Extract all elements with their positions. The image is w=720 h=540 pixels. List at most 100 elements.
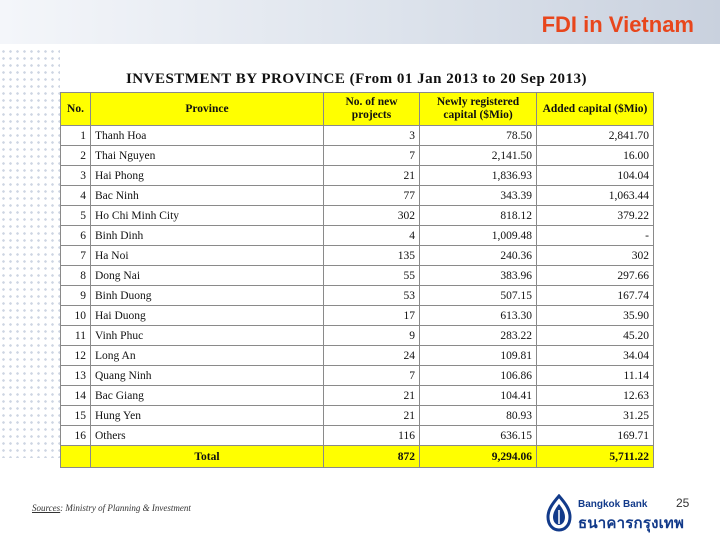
header-province: Province bbox=[90, 92, 324, 126]
cell-projects: 7 bbox=[323, 365, 420, 386]
total-projects: 872 bbox=[323, 445, 420, 468]
cell-province: Quang Ninh bbox=[90, 365, 324, 386]
cell-province: Hai Duong bbox=[90, 305, 324, 326]
table-row: 11 Vinh Phuc 9 283.22 45.20 bbox=[60, 325, 654, 346]
cell-projects: 302 bbox=[323, 205, 420, 226]
cell-no: 8 bbox=[60, 265, 91, 286]
cell-no: 3 bbox=[60, 165, 91, 186]
table-row: 1 Thanh Hoa 3 78.50 2,841.70 bbox=[60, 125, 654, 146]
cell-projects: 77 bbox=[323, 185, 420, 206]
cell-registered: 106.86 bbox=[419, 365, 537, 386]
table-row: 8 Dong Nai 55 383.96 297.66 bbox=[60, 265, 654, 286]
cell-registered: 104.41 bbox=[419, 385, 537, 406]
table-row: 14 Bac Giang 21 104.41 12.63 bbox=[60, 385, 654, 406]
cell-no: 13 bbox=[60, 365, 91, 386]
header-no: No. bbox=[60, 92, 91, 126]
cell-registered: 109.81 bbox=[419, 345, 537, 366]
total-blank-cell bbox=[60, 445, 91, 468]
table-row: 5 Ho Chi Minh City 302 818.12 379.22 bbox=[60, 205, 654, 226]
cell-province: Bac Giang bbox=[90, 385, 324, 406]
cell-no: 12 bbox=[60, 345, 91, 366]
cell-province: Bac Ninh bbox=[90, 185, 324, 206]
cell-province: Dong Nai bbox=[90, 265, 324, 286]
page-number: 25 bbox=[676, 496, 690, 510]
cell-added: 45.20 bbox=[536, 325, 654, 346]
cell-added: 34.04 bbox=[536, 345, 654, 366]
cell-added: 16.00 bbox=[536, 145, 654, 166]
total-registered: 9,294.06 bbox=[419, 445, 537, 468]
cell-registered: 283.22 bbox=[419, 325, 537, 346]
cell-province: Ha Noi bbox=[90, 245, 324, 266]
cell-projects: 7 bbox=[323, 145, 420, 166]
cell-added: 1,063.44 bbox=[536, 185, 654, 206]
cell-projects: 21 bbox=[323, 165, 420, 186]
cell-registered: 507.15 bbox=[419, 285, 537, 306]
table-row: 6 Binh Dinh 4 1,009.48- bbox=[60, 225, 654, 246]
cell-no: 14 bbox=[60, 385, 91, 406]
cell-registered: 240.36 bbox=[419, 245, 537, 266]
cell-no: 9 bbox=[60, 285, 91, 306]
cell-registered: 343.39 bbox=[419, 185, 537, 206]
cell-added: 104.04 bbox=[536, 165, 654, 186]
cell-registered: 383.96 bbox=[419, 265, 537, 286]
cell-no: 11 bbox=[60, 325, 91, 346]
cell-no: 10 bbox=[60, 305, 91, 326]
cell-projects: 55 bbox=[323, 265, 420, 286]
table-row: 15 Hung Yen 21 80.93 31.25 bbox=[60, 405, 654, 426]
cell-province: Binh Dinh bbox=[90, 225, 324, 246]
cell-added: - bbox=[536, 225, 654, 246]
decorative-dot-pattern bbox=[0, 48, 60, 458]
table-row: 4 Bac Ninh 77 343.39 1,063.44 bbox=[60, 185, 654, 206]
cell-registered: 613.30 bbox=[419, 305, 537, 326]
cell-no: 15 bbox=[60, 405, 91, 426]
cell-no: 4 bbox=[60, 185, 91, 206]
sources-label: Sources bbox=[32, 503, 61, 513]
cell-added: 167.74 bbox=[536, 285, 654, 306]
sources-text: : Ministry of Planning & Investment bbox=[60, 503, 191, 513]
cell-province: Long An bbox=[90, 345, 324, 366]
total-row: Total 872 9,294.06 5,711.22 bbox=[60, 445, 654, 468]
cell-added: 297.66 bbox=[536, 265, 654, 286]
cell-projects: 3 bbox=[323, 125, 420, 146]
cell-projects: 17 bbox=[323, 305, 420, 326]
table-title: INVESTMENT BY PROVINCE (From 01 Jan 2013… bbox=[60, 66, 653, 92]
cell-added: 11.14 bbox=[536, 365, 654, 386]
cell-province: Thai Nguyen bbox=[90, 145, 324, 166]
cell-projects: 21 bbox=[323, 405, 420, 426]
cell-added: 31.25 bbox=[536, 405, 654, 426]
cell-projects: 53 bbox=[323, 285, 420, 306]
cell-no: 2 bbox=[60, 145, 91, 166]
header-projects: No. of new projects bbox=[323, 92, 420, 126]
cell-projects: 21 bbox=[323, 385, 420, 406]
logo-text-english: Bangkok Bank bbox=[578, 499, 648, 510]
table-row: 2 Thai Nguyen 7 2,141.50 16.00 bbox=[60, 145, 654, 166]
table-row: 10 Hai Duong 17 613.30 35.90 bbox=[60, 305, 654, 326]
lotus-emblem-icon bbox=[546, 494, 572, 532]
total-added: 5,711.22 bbox=[536, 445, 654, 468]
header-added: Added capital ($Mio) bbox=[536, 92, 654, 126]
cell-registered: 80.93 bbox=[419, 405, 537, 426]
cell-projects: 116 bbox=[323, 425, 420, 446]
table-row: 7 Ha Noi 135 240.36 302 bbox=[60, 245, 654, 266]
cell-no: 16 bbox=[60, 425, 91, 446]
investment-table: No. Province No. of new projects Newly r… bbox=[60, 92, 654, 468]
table-header-row: No. Province No. of new projects Newly r… bbox=[60, 92, 654, 126]
header-registered: Newly registered capital ($Mio) bbox=[419, 92, 537, 126]
investment-table-panel: INVESTMENT BY PROVINCE (From 01 Jan 2013… bbox=[60, 66, 654, 468]
cell-registered: 2,141.50 bbox=[419, 145, 537, 166]
cell-added: 12.63 bbox=[536, 385, 654, 406]
cell-projects: 4 bbox=[323, 225, 420, 246]
cell-registered: 78.50 bbox=[419, 125, 537, 146]
cell-added: 169.71 bbox=[536, 425, 654, 446]
table-row: 16 Others 116 636.15 169.71 bbox=[60, 425, 654, 446]
cell-projects: 135 bbox=[323, 245, 420, 266]
table-row: 12 Long An 24 109.81 34.04 bbox=[60, 345, 654, 366]
sources-note: Sources: Ministry of Planning & Investme… bbox=[32, 503, 191, 513]
total-label: Total bbox=[90, 445, 324, 468]
cell-province: Others bbox=[90, 425, 324, 446]
table-row: 9 Binh Duong 53 507.15 167.74 bbox=[60, 285, 654, 306]
cell-province: Vinh Phuc bbox=[90, 325, 324, 346]
cell-registered: 636.15 bbox=[419, 425, 537, 446]
cell-projects: 24 bbox=[323, 345, 420, 366]
cell-no: 1 bbox=[60, 125, 91, 146]
